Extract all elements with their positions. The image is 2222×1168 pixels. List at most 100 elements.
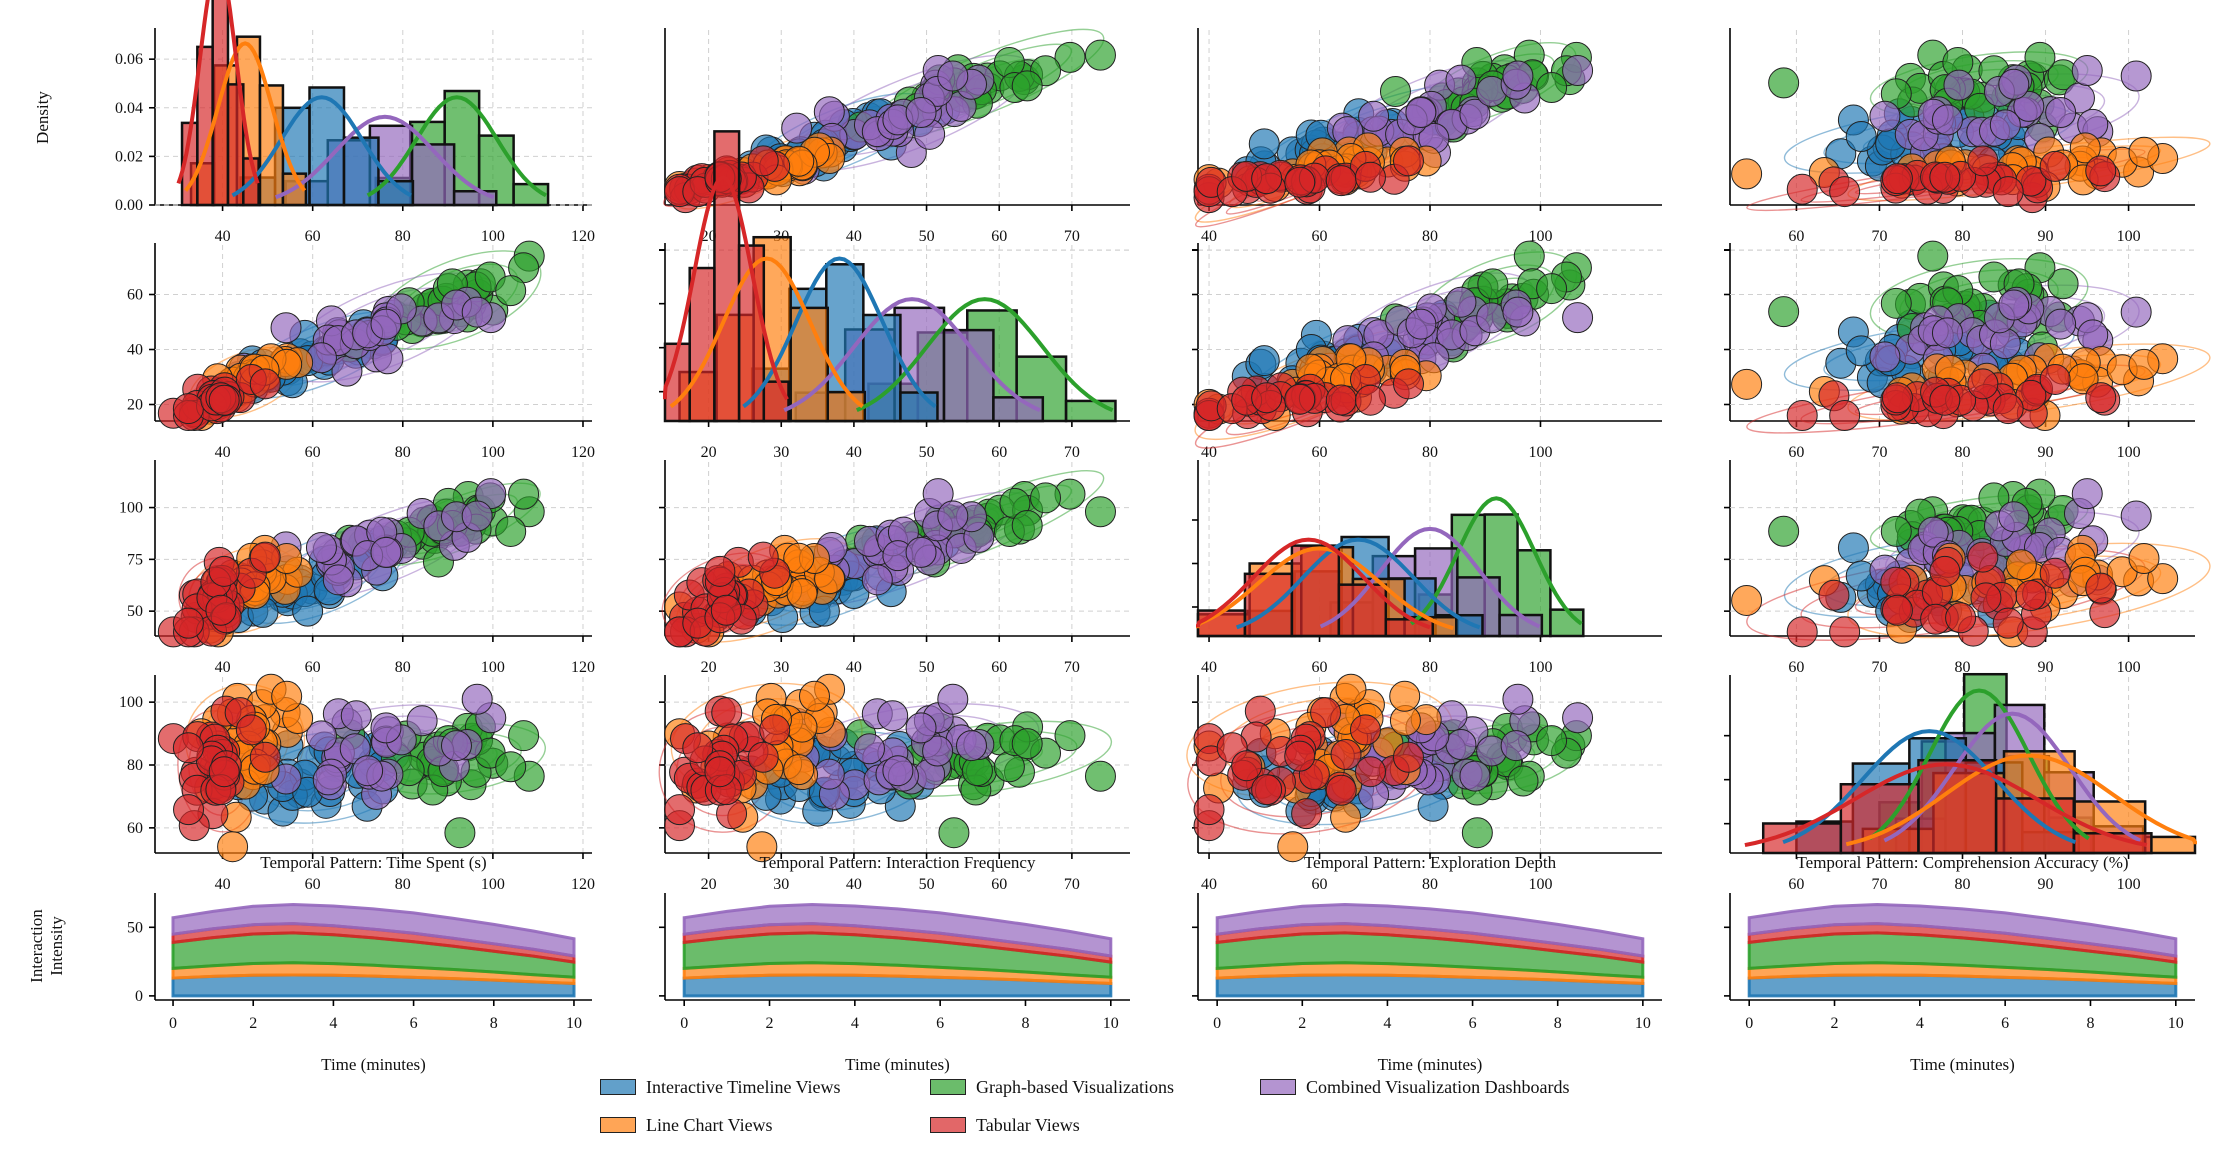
scatter-point xyxy=(1929,384,1961,416)
histogram-bar xyxy=(1196,609,1247,638)
scatter-point xyxy=(1536,72,1568,104)
x-tick-label: 50 xyxy=(919,659,935,676)
x-tick-label: 40 xyxy=(1201,876,1217,893)
subplot-r0-c0: 40 60 80 100 120 0.00 0.02 0.04 0.06 Density xyxy=(33,0,595,245)
scatter-point xyxy=(1405,97,1437,129)
scatter-point xyxy=(905,97,937,129)
histogram-bar xyxy=(1243,572,1294,638)
y-tick-label: 0.04 xyxy=(115,100,143,117)
subplot-r1-c2: 40 60 80 100 xyxy=(1192,240,1662,461)
x-tick-label: 20 xyxy=(701,876,717,893)
scatter-point xyxy=(1284,740,1316,772)
kde-curve xyxy=(176,0,260,185)
x-tick-label: 100 xyxy=(1528,659,1552,676)
x-tick-label: 80 xyxy=(1422,228,1438,245)
scatter-point xyxy=(1731,158,1763,190)
x-tick-label: 90 xyxy=(2038,876,2054,893)
scatter-point xyxy=(1248,345,1280,377)
scatter-point xyxy=(798,680,830,712)
x-tick-label: 80 xyxy=(1955,444,1971,461)
scatter-point xyxy=(1880,566,1912,598)
scatter-point xyxy=(1325,774,1357,806)
scatter-point xyxy=(955,730,987,762)
scatter-point xyxy=(172,393,204,425)
histogram-bar xyxy=(713,130,741,423)
kde-curve xyxy=(184,41,307,192)
x-tick-label: 80 xyxy=(395,228,411,245)
x-tick-label: 70 xyxy=(1064,228,1080,245)
x-tick-label: 100 xyxy=(2117,876,2141,893)
subplot-r0-c2: 40 60 80 100 xyxy=(1192,28,1662,251)
scatter-point xyxy=(1349,714,1381,746)
scatter-point xyxy=(853,733,885,765)
x-tick-label: 2 xyxy=(1298,1015,1306,1032)
scatter-point xyxy=(1354,384,1386,416)
scatter-point xyxy=(1248,128,1280,160)
scatter-point xyxy=(1330,801,1362,833)
scatter-point xyxy=(813,758,845,790)
x-tick-label: 2 xyxy=(249,1015,257,1032)
scatter-point xyxy=(1786,616,1818,648)
x-tick-label: 80 xyxy=(1422,444,1438,461)
legend-label: Line Chart Views xyxy=(646,1114,773,1135)
scatter-point xyxy=(461,683,493,715)
scatter-point xyxy=(1536,725,1568,757)
temporal-panel-1: Temporal Pattern: Interaction Frequency 0… xyxy=(659,853,1130,1074)
x-tick-label: 6 xyxy=(1469,1015,1477,1032)
scatter-point xyxy=(340,700,372,732)
x-tick-label: 80 xyxy=(1955,228,1971,245)
scatter-point xyxy=(710,594,742,626)
x-tick-label: 100 xyxy=(481,876,505,893)
x-tick-label: 10 xyxy=(1635,1015,1651,1032)
scatter-point xyxy=(1011,509,1043,541)
scatter-point xyxy=(1310,697,1342,729)
stacked-area xyxy=(1215,902,1645,958)
scatter-point xyxy=(2085,572,2117,604)
x-tick-label: 60 xyxy=(305,659,321,676)
scatter-point xyxy=(249,541,281,573)
y-axis-label: Density xyxy=(33,91,52,144)
legend-item: Tabular Views xyxy=(930,1110,1260,1140)
kde-curve xyxy=(1868,688,2090,841)
scatter-point xyxy=(1786,173,1818,205)
scatter-point xyxy=(1845,121,1877,153)
subplot-r1-c0: 40 60 80 100 120 20 40 60 xyxy=(127,240,595,461)
kde-curve xyxy=(1196,537,1431,630)
x-tick-label: 60 xyxy=(1788,444,1804,461)
scatter-point xyxy=(440,730,472,762)
scatter-point xyxy=(305,532,337,564)
stacked-area xyxy=(1747,902,2178,958)
scatter-point xyxy=(249,741,281,773)
panel-title: Temporal Pattern: Comprehension Accuracy… xyxy=(1796,853,2128,872)
x-tick-label: 60 xyxy=(1312,659,1328,676)
scatter-point xyxy=(444,817,476,849)
x-tick-label: 70 xyxy=(1064,659,1080,676)
scatter-point xyxy=(1325,384,1357,416)
legend-swatch xyxy=(930,1079,966,1095)
x-tick-label: 100 xyxy=(2117,444,2141,461)
x-tick-label: 4 xyxy=(1383,1015,1391,1032)
scatter-point xyxy=(759,714,791,746)
scatter-point xyxy=(813,96,845,128)
scatter-point xyxy=(2128,136,2160,168)
y-tick-label: 0.02 xyxy=(115,148,143,165)
scatter-point xyxy=(1379,75,1411,107)
histogram-bar xyxy=(1994,797,2076,855)
histogram-bar xyxy=(762,380,790,423)
x-tick-label: 40 xyxy=(1201,444,1217,461)
scatter-point xyxy=(882,755,914,787)
scatter-point xyxy=(2120,296,2152,328)
x-axis-label: Time (minutes) xyxy=(1378,1055,1483,1074)
x-tick-label: 120 xyxy=(571,876,595,893)
legend-item: Line Chart Views xyxy=(600,1110,930,1140)
scatter-point xyxy=(1054,720,1086,752)
scatter-point xyxy=(1880,515,1912,547)
scatter-point xyxy=(461,500,493,532)
y-axis-label: Interaction xyxy=(27,909,46,983)
scatter-point xyxy=(370,308,402,340)
x-tick-label: 8 xyxy=(1021,1015,1029,1032)
scatter-point xyxy=(1768,515,1800,547)
x-tick-label: 100 xyxy=(481,444,505,461)
scatter-point xyxy=(2024,41,2056,73)
